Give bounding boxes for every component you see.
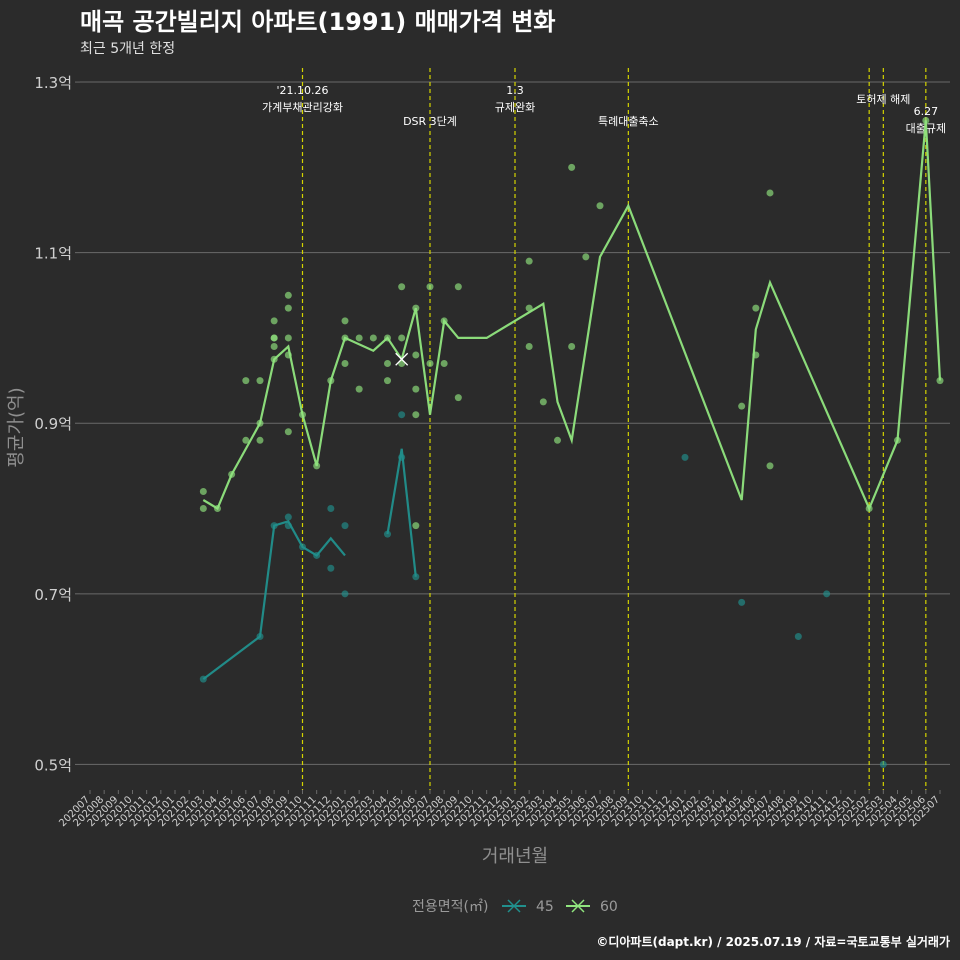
scatter-point-45 xyxy=(341,522,349,530)
scatter-point-60 xyxy=(270,317,278,325)
scatter-point-60 xyxy=(355,334,363,342)
scatter-point-60 xyxy=(341,360,349,368)
scatter-point-60 xyxy=(440,360,448,368)
scatter-point-60 xyxy=(270,342,278,350)
scatter-point-60 xyxy=(412,385,420,393)
scatter-point-60 xyxy=(412,351,420,359)
legend-title: 전용면적(㎡) xyxy=(412,899,488,915)
scatter-point-60 xyxy=(284,291,292,299)
x-axis-title: 거래년월 xyxy=(482,846,548,867)
scatter-point-60 xyxy=(398,334,406,342)
scatter-point-60 xyxy=(568,163,576,171)
scatter-point-60 xyxy=(284,304,292,312)
scatter-point-60 xyxy=(525,304,533,312)
y-axis-title: 평균가(억) xyxy=(6,387,27,467)
scatter-point-60 xyxy=(412,411,420,419)
scatter-point-60 xyxy=(412,522,420,530)
cross-marker xyxy=(395,352,409,366)
scatter-point-45 xyxy=(327,505,335,513)
legend-swatch-cross xyxy=(507,899,521,913)
chart-subtitle: 최근 5개년 한정 xyxy=(80,41,176,57)
scatter-point-60 xyxy=(242,436,250,444)
scatter-point-60 xyxy=(525,257,533,265)
scatter-point-45 xyxy=(398,411,406,419)
scatter-point-60 xyxy=(256,377,264,385)
scatter-point-60 xyxy=(398,283,406,291)
scatter-point-45 xyxy=(384,530,391,538)
y-tick-label: 1.1억 xyxy=(34,245,72,263)
scatter-point-60 xyxy=(270,334,278,342)
scatter-point-60 xyxy=(582,253,590,261)
event-label: DSR 3단계 xyxy=(403,115,457,128)
scatter-point-60 xyxy=(568,342,576,350)
legend-label-45: 45 xyxy=(536,899,554,915)
event-label: 토허제 해제 xyxy=(856,92,910,106)
event-label: 1.3 xyxy=(506,84,524,97)
scatter-point-60 xyxy=(596,202,604,210)
legend-label-60: 60 xyxy=(600,899,618,915)
scatter-point-60 xyxy=(341,317,349,325)
event-label: 6.27 xyxy=(914,105,939,118)
scatter-point-60 xyxy=(284,334,292,342)
scatter-point-60 xyxy=(752,304,760,312)
scatter-point-45 xyxy=(284,513,292,521)
event-label: '21.10.26 xyxy=(276,84,328,97)
scatter-point-60 xyxy=(738,402,746,410)
scatter-point-60 xyxy=(454,283,462,291)
series-line-60 xyxy=(202,120,942,512)
source-caption: ©디아파트(dapt.kr) / 2025.07.19 / 자료=국토교통부 실… xyxy=(596,935,950,949)
scatter-point-45 xyxy=(794,632,802,640)
scatter-point-45 xyxy=(738,598,746,606)
scatter-point-60 xyxy=(284,428,292,436)
scatter-point-60 xyxy=(766,189,774,197)
event-label: 가계부채관리강화 xyxy=(262,101,343,114)
event-label: 규제완화 xyxy=(495,101,535,114)
scatter-point-60 xyxy=(539,398,547,406)
series-line-45 xyxy=(202,448,417,680)
scatter-point-60 xyxy=(355,385,363,393)
chart-title: 매곡 공간빌리지 아파트(1991) 매매가격 변화 xyxy=(80,8,556,36)
scatter-point-60 xyxy=(525,342,533,350)
scatter-point-60 xyxy=(426,283,434,291)
y-tick-label: 0.9억 xyxy=(34,415,72,433)
scatter-point-60 xyxy=(384,360,391,368)
scatter-point-60 xyxy=(554,436,561,444)
scatter-point-60 xyxy=(766,462,774,470)
scatter-point-60 xyxy=(256,436,264,444)
scatter-point-45 xyxy=(681,453,689,461)
event-label: 특례대출축소 xyxy=(598,115,659,128)
scatter-point-45 xyxy=(341,590,349,598)
scatter-point-45 xyxy=(327,564,335,572)
y-tick-label: 1.3억 xyxy=(34,74,72,92)
scatter-point-60 xyxy=(199,487,207,495)
y-tick-label: 0.5억 xyxy=(34,756,72,774)
scatter-point-60 xyxy=(242,377,250,385)
scatter-point-60 xyxy=(454,394,462,402)
scatter-point-45 xyxy=(823,590,831,598)
legend-swatch-cross xyxy=(571,899,585,913)
scatter-point-60 xyxy=(199,505,207,513)
scatter-point-60 xyxy=(426,360,434,368)
scatter-point-60 xyxy=(369,334,377,342)
y-tick-label: 0.7억 xyxy=(34,586,72,604)
scatter-point-60 xyxy=(384,377,391,385)
scatter-point-45 xyxy=(879,760,887,768)
